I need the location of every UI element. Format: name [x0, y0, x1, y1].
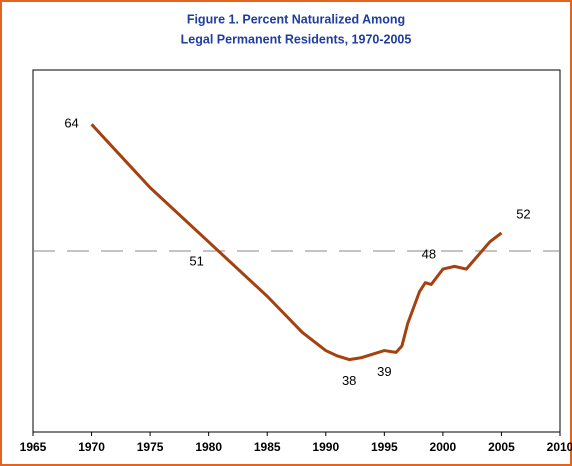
- data-label: 38: [342, 373, 356, 388]
- x-tick-label: 2010: [547, 440, 572, 454]
- chart-subtitle: Legal Permanent Residents, 1970-2005: [181, 32, 412, 46]
- data-label: 64: [64, 116, 78, 131]
- x-tick-label: 1970: [78, 440, 105, 454]
- x-tick-label: 1980: [195, 440, 222, 454]
- x-tick-label: 1990: [312, 440, 339, 454]
- x-tick-label: 2000: [430, 440, 457, 454]
- data-label: 51: [189, 253, 203, 268]
- x-tick-label: 1995: [371, 440, 398, 454]
- x-tick-label: 2005: [488, 440, 515, 454]
- x-tick-label: 1985: [254, 440, 281, 454]
- x-tick-label: 1965: [20, 440, 47, 454]
- chart-title: Figure 1. Percent Naturalized Among: [187, 12, 405, 26]
- data-label: 39: [377, 364, 391, 379]
- data-label: 48: [422, 247, 436, 262]
- data-line: [90, 123, 503, 362]
- x-tick-label: 1975: [137, 440, 164, 454]
- data-label: 52: [516, 206, 530, 221]
